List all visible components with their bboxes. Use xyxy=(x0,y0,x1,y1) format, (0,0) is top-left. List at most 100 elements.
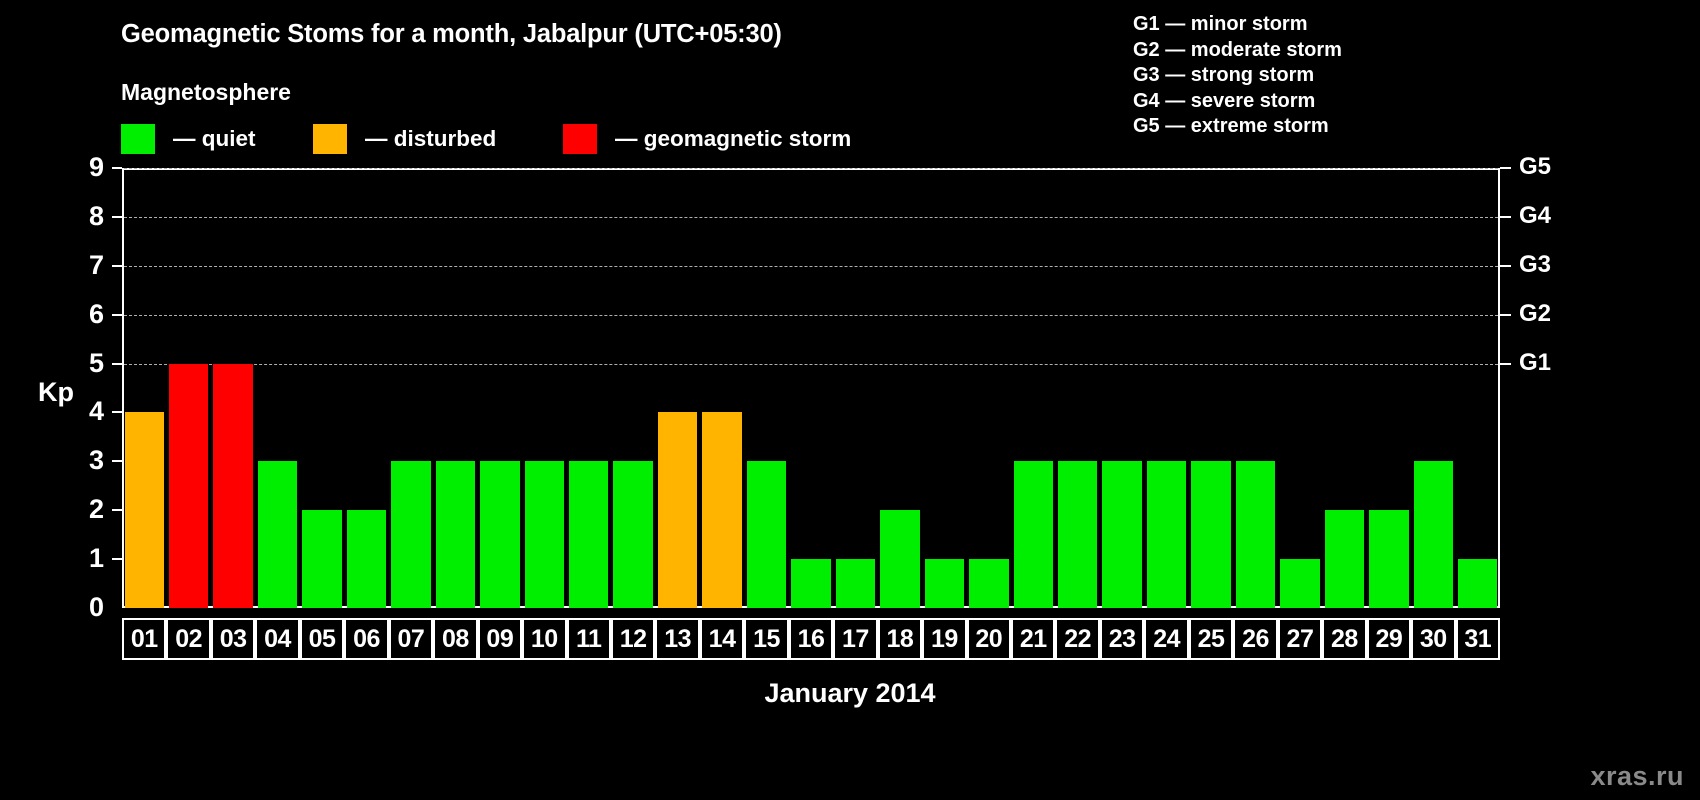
g-scale-row-g2: G2 — moderate storm xyxy=(1133,38,1342,61)
g-tick-label-g3: G3 xyxy=(1519,250,1552,278)
bar-day-30[interactable] xyxy=(1413,461,1454,608)
g-tick-mark-g5 xyxy=(1500,167,1511,169)
day-label-17[interactable]: 17 xyxy=(833,618,878,660)
day-label-09[interactable]: 09 xyxy=(477,618,523,660)
day-label-30[interactable]: 30 xyxy=(1411,618,1456,660)
bar-day-14[interactable] xyxy=(702,412,742,608)
g-tick-label-g5: G5 xyxy=(1519,153,1552,180)
legend-item-disturbed: — disturbed xyxy=(313,122,496,156)
y-tick-label-2: 2 xyxy=(88,494,104,525)
g-tick-mark-g4 xyxy=(1500,215,1511,218)
day-label-05[interactable]: 05 xyxy=(299,618,345,660)
day-label-13[interactable]: 13 xyxy=(655,618,700,660)
day-label-20[interactable]: 20 xyxy=(966,618,1012,660)
day-label-31[interactable]: 31 xyxy=(1455,618,1500,660)
legend-swatch-disturbed xyxy=(313,124,347,154)
day-label-29[interactable]: 29 xyxy=(1366,618,1412,660)
day-label-19[interactable]: 19 xyxy=(922,618,967,660)
gridline-kp-7 xyxy=(124,265,1498,267)
y-tick-mark-2 xyxy=(112,509,122,512)
day-label-26[interactable]: 26 xyxy=(1233,618,1278,660)
y-tick-mark-1 xyxy=(112,558,122,561)
gridline-kp-5 xyxy=(124,363,1498,365)
y-tick-mark-7 xyxy=(112,264,122,267)
bar-day-17[interactable] xyxy=(835,559,876,608)
g-tick-mark-g1 xyxy=(1500,362,1511,365)
day-label-15[interactable]: 15 xyxy=(744,618,789,660)
bar-day-03[interactable] xyxy=(213,363,253,608)
day-label-23[interactable]: 23 xyxy=(1099,618,1145,660)
day-label-02[interactable]: 02 xyxy=(166,618,211,660)
bars-layer xyxy=(122,168,1500,608)
bar-day-20[interactable] xyxy=(969,559,1009,608)
y-tick-mark-6 xyxy=(112,313,122,316)
bar-day-25[interactable] xyxy=(1191,461,1231,608)
g-scale-row-g3: G3 — strong storm xyxy=(1133,64,1315,86)
bar-day-01[interactable] xyxy=(124,412,164,608)
bar-day-15[interactable] xyxy=(746,461,787,608)
day-label-12[interactable]: 12 xyxy=(610,618,656,660)
day-label-04[interactable]: 04 xyxy=(255,618,300,660)
bar-day-05[interactable] xyxy=(302,510,342,608)
g-scale-legend: G1 — minor storm G2 — moderate storm G3 — … xyxy=(1133,12,1563,140)
y-tick-label-7: 7 xyxy=(88,249,104,280)
day-label-11[interactable]: 11 xyxy=(566,618,611,660)
day-label-06[interactable]: 06 xyxy=(344,618,389,660)
bar-day-13[interactable] xyxy=(657,412,698,608)
bar-day-31[interactable] xyxy=(1458,559,1498,608)
legend-item-geomagnetic-storm: — geomagnetic storm xyxy=(563,122,851,156)
legend-label-disturbed: — disturbed xyxy=(365,126,497,151)
bar-day-02[interactable] xyxy=(168,363,209,608)
bar-day-21[interactable] xyxy=(1013,461,1053,608)
gridline-kp-8 xyxy=(124,216,1498,218)
x-axis-title: January 2014 xyxy=(764,678,936,708)
x-axis-day-labels: 01 02 03 04 05 06 07 08 09 10 11 12 13 14 15 16 17 18 19 20… xyxy=(122,618,1500,660)
bar-day-09[interactable] xyxy=(480,461,520,608)
bar-day-07[interactable] xyxy=(391,461,431,608)
bar-day-22[interactable] xyxy=(1057,461,1098,608)
day-label-01[interactable]: 01 xyxy=(122,618,167,660)
magnetosphere-heading: Magnetosphere xyxy=(121,79,291,105)
day-label-22[interactable]: 22 xyxy=(1055,618,1100,660)
bar-day-26[interactable] xyxy=(1235,461,1276,608)
y-tick-label-0: 0 xyxy=(88,592,104,622)
y-tick-mark-5 xyxy=(112,362,122,365)
bar-day-24[interactable] xyxy=(1146,461,1187,608)
y-tick-label-4: 4 xyxy=(88,396,104,427)
bar-day-27[interactable] xyxy=(1280,559,1320,608)
bar-day-12[interactable] xyxy=(613,461,653,608)
day-label-08[interactable]: 08 xyxy=(433,618,478,660)
gridline-kp-9 xyxy=(124,168,1498,169)
g-tick-mark-g3 xyxy=(1500,264,1511,267)
bar-day-28[interactable] xyxy=(1324,510,1365,608)
day-label-27[interactable]: 27 xyxy=(1277,618,1323,660)
bar-day-06[interactable] xyxy=(346,510,387,608)
bar-day-19[interactable] xyxy=(924,559,965,608)
bar-day-11[interactable] xyxy=(569,461,609,608)
bar-day-23[interactable] xyxy=(1102,461,1142,608)
bar-day-29[interactable] xyxy=(1369,510,1409,608)
y-axis-title: Kp xyxy=(38,377,74,407)
bar-day-04[interactable] xyxy=(257,461,298,608)
bar-day-16[interactable] xyxy=(791,559,831,608)
day-label-18[interactable]: 18 xyxy=(877,618,923,660)
day-label-24[interactable]: 24 xyxy=(1144,618,1189,660)
day-label-25[interactable]: 25 xyxy=(1188,618,1234,660)
day-label-14[interactable]: 14 xyxy=(699,618,745,660)
bar-day-10[interactable] xyxy=(524,461,564,608)
bar-day-08[interactable] xyxy=(435,461,476,608)
day-label-21[interactable]: 21 xyxy=(1011,618,1056,660)
g-scale-row-g5: G5 — extreme storm xyxy=(1133,115,1329,137)
bar-day-18[interactable] xyxy=(880,510,920,608)
day-label-03[interactable]: 03 xyxy=(210,618,256,660)
g-tick-label-g1: G1 xyxy=(1519,348,1552,376)
y-tick-label-9: 9 xyxy=(88,152,104,182)
day-label-16[interactable]: 16 xyxy=(788,618,834,660)
day-label-07[interactable]: 07 xyxy=(388,618,434,660)
day-label-28[interactable]: 28 xyxy=(1322,618,1367,660)
g-tick-label-g2: G2 xyxy=(1519,299,1552,327)
y-tick-mark-4 xyxy=(112,411,122,414)
legend-label-quiet: — quiet xyxy=(173,126,256,151)
day-label-10[interactable]: 10 xyxy=(522,618,567,660)
